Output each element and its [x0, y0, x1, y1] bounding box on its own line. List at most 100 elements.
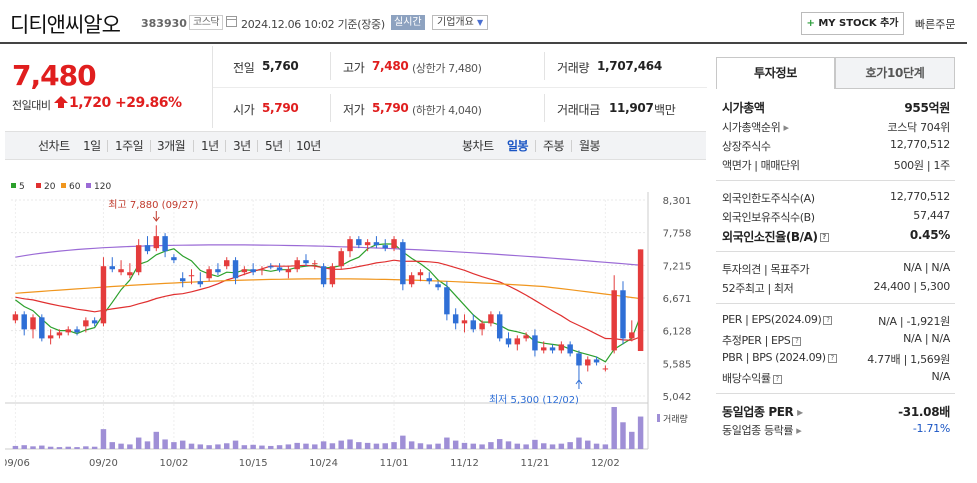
candle-body: [338, 251, 344, 267]
candle-body: [232, 260, 239, 279]
period-1d[interactable]: 1일: [83, 139, 101, 153]
period-3m[interactable]: 3개월: [157, 139, 186, 153]
volume-bar: [541, 443, 547, 449]
candle-body: [611, 290, 617, 351]
volume-bar: [241, 445, 248, 449]
volume-bar: [488, 442, 494, 449]
volume-bar: [109, 442, 115, 449]
volume-legend-swatch: [657, 414, 660, 422]
candle-body: [144, 245, 151, 252]
change-label: 전일대비: [12, 99, 51, 112]
candle-body: [74, 329, 80, 333]
period-5y[interactable]: 5년: [265, 139, 283, 153]
candle-body: [488, 314, 494, 324]
quick-order-link[interactable]: 빠른주문: [915, 18, 956, 31]
candle-body: [285, 269, 292, 273]
open-value: 5,790: [262, 101, 299, 115]
period-10y[interactable]: 10년: [296, 139, 321, 153]
volume-bar: [532, 439, 538, 449]
candle-daily[interactable]: 일봉: [507, 139, 529, 153]
low-value: 5,790: [372, 101, 409, 115]
y-tick-label: 7,758: [663, 229, 692, 240]
realtime-badge[interactable]: 실시간: [391, 15, 425, 30]
ma-line-60: [15, 278, 641, 300]
candle-body: [294, 260, 300, 270]
help-icon[interactable]: ?: [827, 353, 837, 363]
volume-bar: [558, 443, 565, 449]
candle-body: [320, 266, 327, 285]
header-divider: [0, 42, 967, 44]
high-arrow-icon: [152, 216, 160, 222]
est-per-label: 추정PER | EPS?: [722, 332, 802, 348]
volume-bar: [39, 445, 45, 449]
candle-body: [250, 269, 256, 273]
candle-body: [206, 269, 212, 279]
section-divider: [716, 180, 955, 181]
candle-body: [444, 287, 450, 315]
candle-body: [576, 353, 582, 366]
legend-label: 120: [94, 182, 111, 192]
period-1y[interactable]: 1년: [201, 139, 219, 153]
pbr-label: PBR | BPS (2024.09)?: [722, 351, 837, 364]
volume-bar: [637, 416, 644, 449]
add-mystock-label: MY STOCK 추가: [818, 18, 899, 29]
price-chart[interactable]: 5 20 60 120 8,301 7,758 7,215 6,671 6,128 5,585 5,…: [5, 175, 707, 475]
price-change: 1,720: [69, 95, 111, 111]
tab-order-book[interactable]: 호가10단계: [835, 57, 955, 89]
volume-bar: [294, 442, 300, 449]
period-separator: [571, 140, 572, 152]
period-separator: [289, 140, 290, 152]
volume-bar: [400, 435, 406, 449]
foreign-ratio-text: 외국인소진율(B/A): [722, 230, 818, 244]
candle-body: [452, 314, 459, 324]
candle-body: [373, 242, 380, 246]
add-mystock-button[interactable]: + MY STOCK 추가: [801, 12, 904, 35]
help-icon[interactable]: ?: [819, 233, 829, 242]
y-tick-label: 6,128: [663, 327, 692, 338]
candle-body: [153, 236, 160, 249]
volume-bar: [320, 441, 327, 449]
volume-bar: [91, 446, 98, 449]
candle-body: [461, 320, 468, 324]
volume-bar: [620, 422, 626, 449]
volume-bar: [549, 444, 556, 449]
volume-bar: [496, 439, 503, 449]
candle-body: [197, 281, 204, 285]
section-divider: [716, 303, 955, 304]
company-info-dropdown[interactable]: 기업개요 ▼: [432, 15, 489, 30]
candle-monthly[interactable]: 월봉: [579, 139, 601, 153]
candle-body: [541, 347, 547, 351]
volume-value: 1,707,464: [597, 59, 662, 73]
tab-invest-info[interactable]: 투자정보: [716, 57, 835, 89]
period-3y[interactable]: 3년: [233, 139, 251, 153]
ma-line-20: [15, 259, 641, 341]
market-cap-value: 955억원: [904, 101, 950, 115]
candle-body: [83, 320, 89, 327]
cap-rank-text: 시가총액순위: [722, 121, 781, 134]
w52-value: 24,400 | 5,300: [873, 280, 951, 293]
x-tick-label: 09/20: [89, 458, 118, 469]
chevron-right-icon: ▸: [796, 424, 802, 437]
summary-col-divider: [544, 52, 545, 80]
candle-body: [47, 335, 54, 339]
period-separator: [257, 140, 258, 152]
cap-rank-label: 시가총액순위 ▸: [722, 119, 789, 135]
volume-label: 거래량: [557, 61, 590, 75]
legend-swatch: [36, 183, 41, 188]
volume-bar: [83, 446, 89, 449]
help-icon[interactable]: ?: [772, 374, 782, 384]
volume-bar: [444, 437, 450, 449]
help-icon[interactable]: ?: [792, 336, 802, 346]
volume-bar: [312, 444, 318, 449]
period-1w[interactable]: 1주일: [115, 139, 144, 153]
candle-weekly[interactable]: 주봉: [543, 139, 565, 153]
candle-body: [364, 242, 371, 246]
volume-bar: [144, 441, 151, 449]
foreign-hold-value: 57,447: [913, 209, 950, 222]
help-icon[interactable]: ?: [823, 315, 833, 325]
volume-bar: [585, 440, 591, 449]
volume-bar: [408, 441, 415, 449]
volume-bar: [56, 447, 63, 449]
period-separator: [193, 140, 194, 152]
candle-body: [408, 275, 415, 285]
